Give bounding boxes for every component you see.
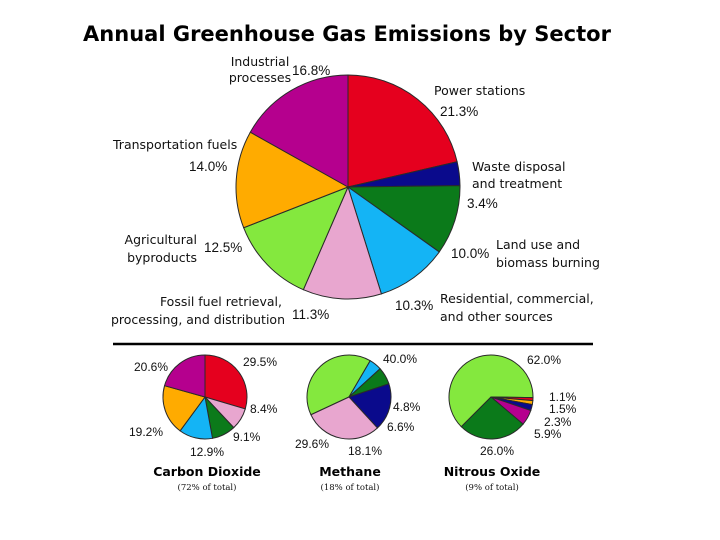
methane-slice-fossil-fuel-retrieval-processing-and-distribution	[310, 396, 379, 440]
value-residential: 10.3%	[395, 298, 433, 313]
co2-slice-power-stations	[204, 354, 248, 410]
chart-title: Annual Greenhouse Gas Emissions by Secto…	[83, 22, 612, 46]
label-fossil-fuel-line1: Fossil fuel retrieval,	[160, 294, 282, 309]
label-power-stations: Power stations	[434, 83, 525, 98]
label-land-use-line1: Land use and	[496, 237, 580, 252]
co2-value-transport: 19.2%	[129, 425, 163, 439]
value-agricultural: 12.5%	[204, 240, 242, 255]
n2o-value-transport: 1.5%	[549, 402, 577, 416]
value-power-stations: 21.3%	[440, 104, 478, 119]
label-fossil-fuel-line2: processing, and distribution	[111, 312, 285, 327]
label-residential-line1: Residential, commercial,	[440, 291, 594, 306]
n2o-value-land: 26.0%	[480, 444, 514, 458]
co2-slice-transportation-fuels	[162, 385, 206, 432]
main-pie	[235, 74, 461, 300]
n2o-slice-agricultural-byproducts	[448, 354, 534, 428]
co2-value-industrial: 20.6%	[134, 360, 168, 374]
main-slice-transportation-fuels	[235, 131, 350, 229]
n2o-value-power: 1.1%	[549, 390, 577, 404]
co2-value-residential: 12.9%	[190, 445, 224, 459]
label-industrial-processes-line1: Industrial	[231, 54, 290, 69]
methane-subtitle: (18% of total)	[321, 482, 380, 493]
main-slice-agricultural-byproducts	[243, 186, 349, 291]
main-slice-residential-commercial-and-other-sources	[347, 185, 440, 295]
value-fossil-fuel: 11.3%	[292, 307, 329, 322]
main-pie-labels: Industrial processes 16.8% Power station…	[111, 54, 600, 327]
co2-subtitle: (72% of total)	[178, 482, 237, 493]
n2o-pie-labels: 62.0% 1.1% 1.5% 2.3% 5.9% 26.0% Nitrous …	[444, 353, 577, 493]
main-slice-fossil-fuel-retrieval-processing-and-distribution	[302, 185, 383, 300]
methane-value-land: 6.6%	[387, 420, 415, 434]
n2o-title: Nitrous Oxide	[444, 464, 541, 479]
label-residential-line2: and other sources	[440, 309, 553, 324]
methane-value-fossil: 29.6%	[295, 437, 329, 451]
co2-value-fossil: 8.4%	[250, 402, 278, 416]
n2o-value-industrial: 5.9%	[534, 427, 562, 441]
methane-slice-agricultural-byproducts	[306, 354, 371, 416]
n2o-value-waste: 2.3%	[544, 415, 572, 429]
methane-pie-labels: 40.0% 4.8% 6.6% 18.1% 29.6% Methane (18%…	[295, 352, 421, 493]
n2o-subtitle: (9% of total)	[465, 482, 519, 493]
label-agricultural-line1: Agricultural	[125, 232, 197, 247]
co2-pie-labels: 20.6% 29.5% 8.4% 9.1% 12.9% 19.2% Carbon…	[129, 355, 278, 493]
methane-slice-waste-disposal-and-treatment	[348, 383, 392, 429]
main-slice-power-stations	[347, 74, 458, 188]
co2-value-land: 9.1%	[233, 430, 261, 444]
methane-value-waste: 18.1%	[348, 444, 382, 458]
methane-title: Methane	[319, 464, 381, 479]
co2-pie	[162, 354, 248, 440]
label-transportation-fuels: Transportation fuels	[112, 137, 237, 152]
n2o-slice-land-use-and-biomass-burning	[460, 396, 524, 440]
label-waste-disposal-line2: and treatment	[472, 176, 562, 191]
n2o-value-agricultural: 62.0%	[527, 353, 561, 367]
main-slice-industrial-processes	[249, 74, 349, 188]
n2o-pie	[448, 354, 534, 440]
label-land-use-line2: biomass burning	[496, 255, 600, 270]
label-agricultural-line2: byproducts	[127, 250, 197, 265]
value-transportation-fuels: 14.0%	[189, 159, 227, 174]
value-industrial-processes: 16.8%	[292, 63, 330, 78]
methane-value-residential: 4.8%	[393, 400, 421, 414]
main-slice-land-use-and-biomass-burning	[346, 185, 461, 253]
co2-slice-industrial-processes	[163, 354, 206, 398]
methane-value-agricultural: 40.0%	[383, 352, 417, 366]
value-waste-disposal: 3.4%	[467, 196, 498, 211]
methane-pie	[306, 354, 392, 440]
label-industrial-processes-line2: processes	[229, 70, 291, 85]
value-land-use: 10.0%	[451, 246, 489, 261]
label-waste-disposal-line1: Waste disposal	[472, 159, 565, 174]
co2-value-power: 29.5%	[243, 355, 277, 369]
co2-title: Carbon Dioxide	[153, 464, 261, 479]
